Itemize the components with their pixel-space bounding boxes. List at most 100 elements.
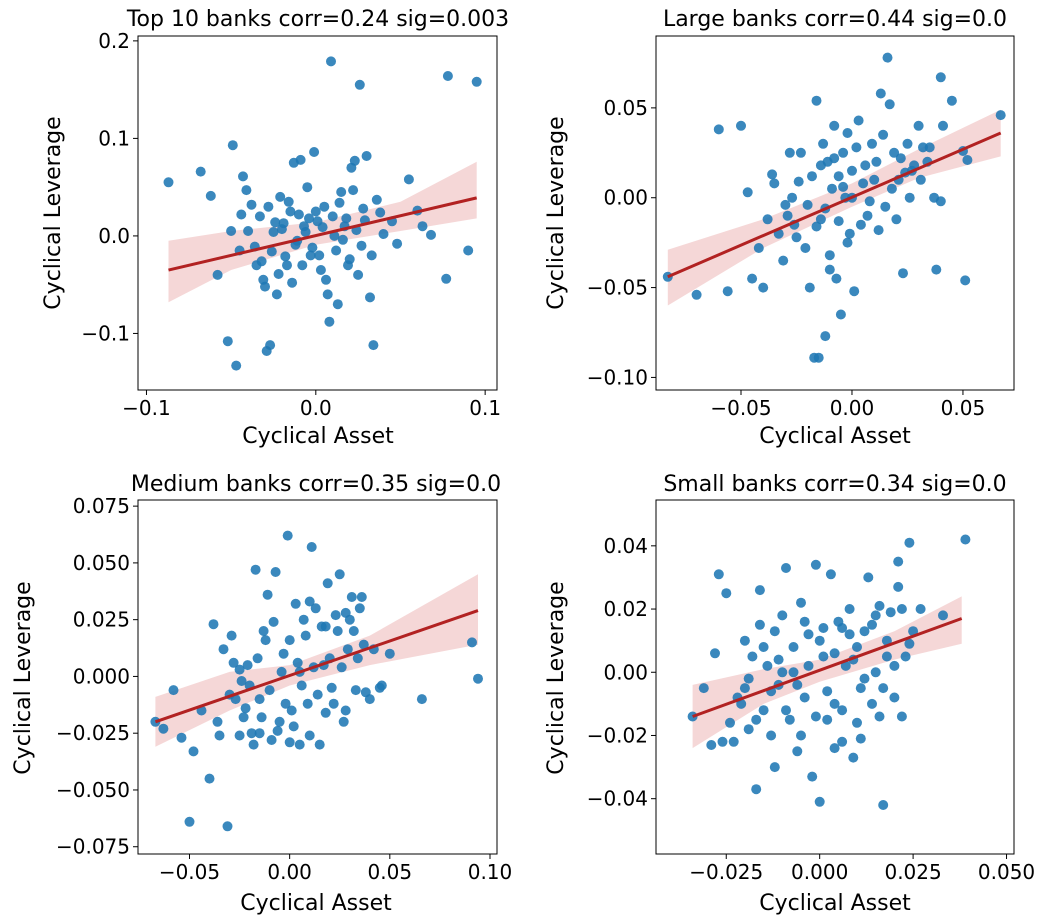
- data-point: [904, 638, 915, 649]
- x-tick-label: 0.0: [300, 396, 332, 420]
- data-point: [314, 250, 325, 261]
- data-point: [728, 736, 739, 747]
- data-point: [384, 648, 395, 659]
- data-point: [881, 651, 892, 662]
- data-point: [322, 578, 333, 589]
- data-point: [813, 352, 824, 363]
- x-tick-label: 0.050: [978, 860, 1035, 884]
- data-point: [463, 245, 474, 256]
- data-point: [913, 120, 924, 131]
- data-point: [891, 214, 902, 225]
- data-point: [829, 698, 840, 709]
- data-point: [212, 269, 223, 280]
- data-point: [314, 739, 325, 750]
- data-point: [884, 99, 895, 110]
- data-point: [304, 596, 315, 607]
- data-point: [853, 115, 864, 126]
- data-point: [426, 229, 436, 240]
- data-point: [807, 171, 817, 182]
- data-point: [889, 147, 900, 158]
- data-point: [814, 635, 825, 646]
- data-point: [416, 694, 427, 705]
- data-point: [698, 683, 709, 694]
- y-tick-label: −0.05: [587, 276, 648, 300]
- data-point: [306, 542, 317, 552]
- data-point: [820, 331, 831, 342]
- y-tick-label: 0.04: [603, 534, 648, 558]
- data-point: [256, 256, 267, 267]
- data-point: [300, 630, 311, 641]
- data-point: [766, 730, 777, 741]
- data-point: [842, 237, 853, 248]
- data-point: [375, 207, 386, 218]
- data-point: [758, 642, 769, 652]
- data-point: [304, 213, 314, 224]
- data-point: [270, 567, 281, 577]
- data-point: [268, 227, 279, 237]
- data-point: [280, 698, 291, 709]
- data-point: [869, 174, 880, 185]
- data-point: [353, 269, 364, 280]
- data-point: [844, 228, 855, 239]
- data-point: [938, 120, 948, 131]
- data-point: [867, 138, 877, 149]
- data-point: [256, 712, 267, 723]
- data-point: [878, 683, 889, 694]
- data-point: [777, 610, 788, 621]
- data-point: [334, 569, 345, 580]
- data-point: [317, 222, 328, 233]
- data-point: [292, 657, 303, 668]
- data-point: [960, 534, 971, 545]
- data-point: [252, 653, 263, 664]
- data-point: [778, 255, 789, 266]
- data-point: [788, 642, 799, 652]
- data-point: [254, 211, 265, 222]
- y-axis-label: Cyclical Leverage: [544, 116, 569, 309]
- data-point: [833, 216, 844, 227]
- data-point: [882, 52, 893, 63]
- confidence-band: [155, 574, 478, 747]
- data-point: [243, 226, 254, 236]
- y-tick-label: 0.000: [73, 664, 130, 688]
- data-point: [800, 243, 811, 253]
- data-point: [254, 728, 265, 739]
- data-point: [753, 243, 764, 253]
- data-point: [309, 147, 320, 157]
- data-point: [904, 537, 915, 548]
- data-point: [234, 730, 245, 741]
- data-point: [848, 752, 859, 763]
- y-axis-label: Cyclical Leverage: [41, 116, 66, 309]
- data-point: [691, 289, 702, 300]
- data-point: [837, 736, 848, 747]
- data-point: [792, 746, 803, 757]
- x-tick-label: 0.000: [791, 860, 848, 884]
- data-point: [300, 227, 311, 237]
- data-point: [338, 716, 349, 727]
- data-point: [818, 623, 829, 633]
- data-point: [773, 654, 784, 665]
- data-point: [837, 623, 848, 633]
- chart-large: Large banks corr=0.44 sig=0.0 −0.05 0.00 0…: [544, 7, 1015, 449]
- data-point: [859, 626, 870, 637]
- chart-top10: Top 10 banks corr=0.24 sig=0.003 −0.1 0.0…: [41, 7, 509, 449]
- data-point: [844, 629, 855, 640]
- data-point: [825, 569, 836, 580]
- regression-line: [154, 609, 479, 724]
- data-point: [246, 199, 257, 210]
- y-tick-label: −0.1: [81, 321, 130, 345]
- data-point: [354, 603, 365, 614]
- data-point: [270, 217, 281, 228]
- data-point: [274, 716, 285, 727]
- x-tick-label: −0.025: [689, 860, 763, 884]
- data-point: [348, 185, 359, 196]
- data-point: [268, 616, 279, 627]
- data-point: [814, 796, 825, 807]
- data-point: [354, 79, 365, 90]
- data-point: [799, 616, 810, 627]
- data-point: [864, 196, 875, 207]
- data-point: [218, 644, 229, 655]
- data-point: [346, 592, 357, 602]
- data-point: [915, 174, 926, 185]
- data-point: [302, 698, 313, 709]
